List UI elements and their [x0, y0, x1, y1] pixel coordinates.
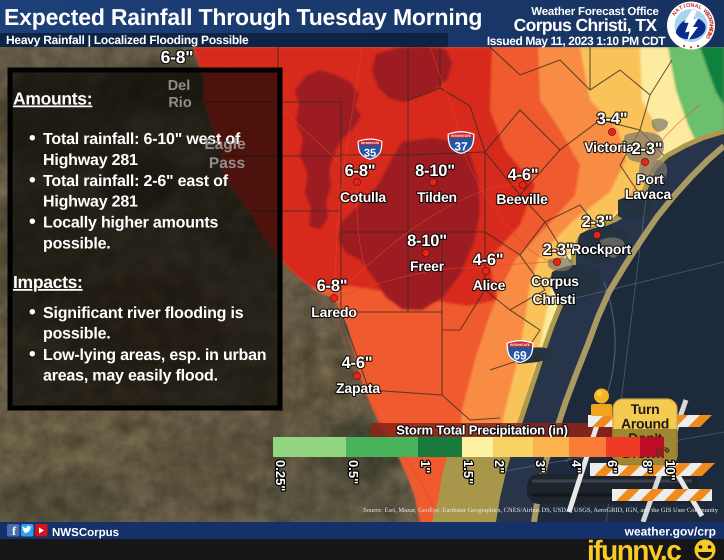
svg-text:R: R — [705, 31, 712, 37]
svg-text:Cotulla: Cotulla — [340, 189, 386, 205]
svg-text:I: I — [683, 4, 687, 10]
svg-text:Significant river flooding is: Significant river flooding is — [43, 305, 244, 322]
svg-text:4": 4" — [569, 460, 584, 473]
svg-text:NWSCorpus: NWSCorpus — [52, 527, 119, 539]
svg-text:I: I — [707, 19, 713, 22]
svg-text:Turn: Turn — [631, 401, 660, 417]
svg-text:6": 6" — [605, 460, 620, 473]
svg-text:Christi: Christi — [533, 291, 576, 307]
svg-text:35: 35 — [364, 147, 376, 160]
svg-text:Laredo: Laredo — [311, 304, 356, 320]
svg-text:•: • — [29, 344, 36, 365]
svg-text:Issued May 11, 2023 1:10 PM CD: Issued May 11, 2023 1:10 PM CDT — [487, 34, 666, 48]
svg-text:Rio: Rio — [168, 95, 192, 111]
svg-text:8-10": 8-10" — [407, 232, 447, 250]
svg-text:R: R — [707, 26, 714, 31]
svg-text:INTERSTATE: INTERSTATE — [361, 141, 379, 145]
svg-text:Locally higher amounts: Locally higher amounts — [43, 215, 218, 232]
svg-text:37: 37 — [454, 140, 467, 154]
svg-text:•: • — [29, 212, 36, 233]
svg-text:Zapata: Zapata — [336, 380, 380, 396]
svg-text:W: W — [701, 8, 709, 16]
svg-text:Alice: Alice — [473, 277, 506, 293]
svg-text:A: A — [706, 16, 713, 22]
svg-text:H: H — [708, 24, 714, 28]
svg-text:ifunny.c: ifunny.c — [587, 535, 681, 560]
svg-text:2-3": 2-3" — [582, 213, 613, 231]
svg-text:3": 3" — [533, 460, 548, 473]
svg-text:Corpus: Corpus — [531, 273, 579, 289]
svg-text:Expected Rainfall Through Tues: Expected Rainfall Through Tuesday Mornin… — [4, 4, 482, 30]
svg-text:Impacts:: Impacts: — [13, 272, 83, 292]
svg-text:Source: Esri, Maxar, GeoEye, E: Source: Esri, Maxar, GeoEye, Earthstar G… — [363, 507, 719, 514]
svg-text:O: O — [686, 3, 691, 10]
svg-text:E: E — [707, 28, 714, 33]
svg-text:Freer: Freer — [410, 258, 445, 274]
svg-text:INTERSTATE: INTERSTATE — [451, 134, 471, 138]
svg-text:Highway 281: Highway 281 — [43, 152, 138, 169]
svg-text:Rockport: Rockport — [571, 241, 631, 257]
svg-text:•: • — [29, 128, 36, 149]
svg-text:L: L — [697, 5, 703, 12]
svg-text:6-8": 6-8" — [345, 162, 376, 180]
svg-text:E: E — [705, 13, 712, 19]
svg-text:0.25": 0.25" — [273, 460, 288, 491]
svg-text:n°: n° — [655, 444, 668, 459]
svg-text:2-3": 2-3" — [632, 140, 663, 158]
svg-text:2": 2" — [492, 460, 507, 473]
svg-text:Low-lying areas, esp. in urban: Low-lying areas, esp. in urban — [43, 347, 266, 364]
svg-text:possible.: possible. — [43, 236, 111, 253]
svg-text:6-8": 6-8" — [161, 47, 194, 67]
svg-text:Highway 281: Highway 281 — [43, 194, 138, 211]
svg-text:A: A — [694, 3, 699, 10]
svg-text:possible.: possible. — [43, 326, 111, 343]
svg-text:V: V — [708, 23, 714, 27]
svg-text:Total rainfall: 6-10" west of: Total rainfall: 6-10" west of — [43, 131, 241, 148]
svg-text:•: • — [29, 170, 36, 191]
svg-text:Around: Around — [621, 416, 669, 432]
svg-text:8": 8" — [640, 460, 655, 473]
svg-text:Beeville: Beeville — [496, 191, 548, 207]
svg-text:Amounts:: Amounts: — [13, 89, 92, 109]
svg-text:A: A — [674, 7, 681, 14]
svg-text:4-6": 4-6" — [508, 166, 539, 184]
svg-text:0.5": 0.5" — [346, 460, 361, 484]
svg-text:Corpus Christi, TX: Corpus Christi, TX — [514, 15, 658, 35]
svg-text:6-8": 6-8" — [317, 277, 348, 295]
svg-text:4-6": 4-6" — [473, 251, 504, 269]
svg-text:Del: Del — [168, 78, 191, 94]
svg-text:69: 69 — [513, 349, 526, 363]
svg-text:weather.gov/crp: weather.gov/crp — [624, 525, 716, 539]
svg-text:E: E — [703, 10, 710, 17]
svg-text:T: T — [707, 21, 713, 26]
svg-text:E: E — [706, 30, 713, 36]
svg-text:3-4": 3-4" — [597, 110, 628, 128]
svg-text:T: T — [678, 5, 684, 12]
svg-text:Lavaca: Lavaca — [625, 186, 672, 202]
svg-text:N: N — [671, 11, 678, 18]
svg-text:Port: Port — [636, 171, 664, 187]
svg-text:Tilden: Tilden — [417, 189, 457, 205]
svg-text:Heavy Rainfall | Localized Flo: Heavy Rainfall | Localized Flooding Poss… — [6, 33, 249, 47]
svg-text:Storm Total Precipitation (in): Storm Total Precipitation (in) — [396, 423, 567, 438]
svg-text:•: • — [29, 302, 36, 323]
svg-text:8-10": 8-10" — [415, 162, 455, 180]
svg-text:2-3": 2-3" — [543, 241, 574, 259]
svg-text:Weather Forecast Office: Weather Forecast Office — [531, 6, 658, 18]
svg-text:1": 1" — [418, 460, 433, 473]
svg-text:N: N — [690, 3, 694, 9]
svg-text:C: C — [705, 14, 712, 20]
svg-text:4-6": 4-6" — [342, 354, 373, 372]
svg-text:S: S — [704, 33, 711, 40]
svg-text:f: f — [12, 524, 17, 538]
svg-text:Eagle: Eagle — [204, 136, 246, 153]
svg-text:Victoria: Victoria — [584, 139, 634, 155]
svg-text:1.5": 1.5" — [461, 460, 476, 484]
svg-text:10": 10" — [663, 460, 678, 481]
svg-text:Pass: Pass — [209, 155, 245, 172]
svg-text:INTERSTATE: INTERSTATE — [510, 343, 530, 347]
svg-text:areas, may easily flood.: areas, may easily flood. — [43, 368, 218, 385]
svg-text:Total rainfall: 2-6" east of: Total rainfall: 2-6" east of — [43, 173, 229, 190]
